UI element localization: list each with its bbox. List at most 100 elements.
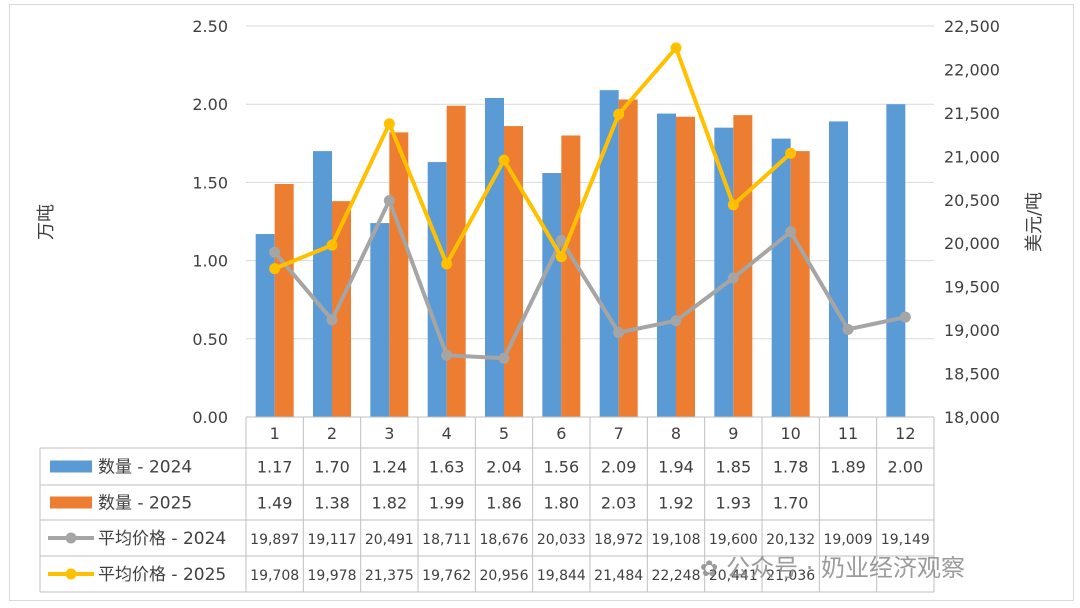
x-tick-label: 7 xyxy=(614,424,624,443)
table-cell-value: 19,009 xyxy=(824,532,873,548)
table-cell-value: 21,484 xyxy=(594,568,643,584)
point-price-2025 xyxy=(326,239,338,251)
y-right-tick-label: 18,000 xyxy=(944,408,1000,427)
legend-label: 数量 - 2025 xyxy=(98,494,192,514)
table-cell-value: 21,375 xyxy=(365,568,414,584)
point-price-2024 xyxy=(269,246,281,258)
x-tick-label: 4 xyxy=(442,424,452,443)
series-line-price-2025 xyxy=(273,45,793,271)
table-cell-value: 19,762 xyxy=(422,568,471,584)
x-tick-label: 8 xyxy=(671,424,681,443)
x-tick-label: 12 xyxy=(895,424,915,443)
legend-label: 平均价格 - 2025 xyxy=(98,565,226,585)
table-cell-value: 19,149 xyxy=(881,532,930,548)
table-cell-value: 1.99 xyxy=(429,494,465,513)
table-cell-value: 19,117 xyxy=(308,532,357,548)
bar-2024 xyxy=(255,234,275,417)
bar-2025 xyxy=(504,126,523,417)
x-tick-label: 5 xyxy=(499,424,509,443)
table-cell-value: 1.85 xyxy=(716,458,752,477)
table-cell-value: 1.49 xyxy=(257,494,293,513)
table-cell-value: 1.82 xyxy=(372,494,408,513)
point-price-2024 xyxy=(670,315,682,327)
bar-2024 xyxy=(427,162,447,417)
watermark-text: 公众号 · 奶业经济观察 xyxy=(726,554,965,582)
table-cell-value: 1.94 xyxy=(658,458,694,477)
point-price-2025 xyxy=(785,147,797,159)
point-price-2025 xyxy=(555,251,567,263)
table-cell-value: 1.70 xyxy=(314,458,350,477)
x-tick-label: 11 xyxy=(838,424,858,443)
x-tick-label: 3 xyxy=(384,424,394,443)
bar-2024 xyxy=(829,121,848,418)
table-cell-value: 20,441 xyxy=(709,568,758,584)
table-cell-value: 18,972 xyxy=(594,532,643,548)
y-right-tick-label: 21,500 xyxy=(944,104,1000,123)
table-cell-value: 1.56 xyxy=(544,458,580,477)
bar-2024 xyxy=(714,127,734,417)
y-left-tick-label: 2.50 xyxy=(192,17,228,36)
x-tick-label: 10 xyxy=(780,424,800,443)
x-tick-label: 2 xyxy=(327,424,337,443)
y-right-tick-label: 21,000 xyxy=(944,147,1000,166)
bar-2024 xyxy=(485,97,504,417)
table-cell-value: 1.38 xyxy=(314,494,350,513)
chart-frame xyxy=(9,4,1074,601)
table-cell-value: 1.78 xyxy=(773,458,809,477)
point-price-2024 xyxy=(498,352,510,364)
y-right-tick-label: 22,000 xyxy=(944,60,1000,79)
legend-label: 数量 - 2024 xyxy=(98,458,192,478)
legend-swatch xyxy=(50,496,92,509)
point-price-2024 xyxy=(613,327,625,339)
x-tick-label: 9 xyxy=(728,424,738,443)
table-cell-value: 19,708 xyxy=(250,568,299,584)
table-cell-value: 1.89 xyxy=(830,458,866,477)
point-price-2024 xyxy=(899,311,911,323)
legend-label: 平均价格 - 2024 xyxy=(98,529,226,549)
table-cell-value: 1.93 xyxy=(716,494,752,513)
y-left-tick-label: 0.50 xyxy=(192,330,228,349)
table-cell-value: 21,036 xyxy=(766,568,815,584)
bar-2025 xyxy=(676,116,695,417)
table-cell-value: 2.00 xyxy=(888,458,924,477)
table-cell-value: 2.03 xyxy=(601,494,637,513)
point-price-2024 xyxy=(383,195,395,207)
bar-2025 xyxy=(446,105,466,417)
x-tick-label: 1 xyxy=(270,424,280,443)
y-left-tick-label: 1.50 xyxy=(192,173,228,192)
point-price-2024 xyxy=(326,314,338,326)
bar-2024 xyxy=(657,113,676,418)
table-cell-value: 1.92 xyxy=(658,494,694,513)
point-price-2025 xyxy=(613,108,625,120)
bar-2025 xyxy=(389,132,409,418)
table-cell-value: 1.63 xyxy=(429,458,465,477)
table-cell-value: 18,711 xyxy=(422,532,471,548)
y-right-tick-label: 18,500 xyxy=(944,365,1000,384)
table-cell-value: 20,491 xyxy=(365,532,414,548)
point-price-2024 xyxy=(727,272,739,284)
table-cell-value: 1.70 xyxy=(773,494,809,513)
table-cell-value: 1.86 xyxy=(486,494,522,513)
wechat-icon: ✿ xyxy=(700,557,719,582)
y-right-tick-label: 20,500 xyxy=(944,191,1000,210)
table-cell-value: 1.17 xyxy=(257,458,293,477)
table-cell-value: 19,844 xyxy=(537,568,586,584)
y-right-tick-label: 19,000 xyxy=(944,321,1000,340)
bar-2024 xyxy=(542,173,562,417)
legend-marker xyxy=(65,532,77,544)
table-cell-value: 20,033 xyxy=(537,532,586,548)
table-cell-value: 19,600 xyxy=(709,532,758,548)
y-left-axis-title: 万吨 xyxy=(36,204,57,240)
bar-2025 xyxy=(332,201,351,417)
bar-2024 xyxy=(313,151,332,417)
y-right-tick-label: 20,000 xyxy=(944,234,1000,253)
y-left-tick-label: 1.00 xyxy=(192,252,228,271)
legend-swatch xyxy=(50,460,92,473)
point-price-2024 xyxy=(441,349,453,361)
table-cell-value: 1.80 xyxy=(544,494,580,513)
bar-2024 xyxy=(370,223,390,417)
y-right-tick-label: 22,500 xyxy=(944,17,1000,36)
y-left-tick-label: 0.00 xyxy=(192,408,228,427)
bar-2025 xyxy=(790,151,810,417)
